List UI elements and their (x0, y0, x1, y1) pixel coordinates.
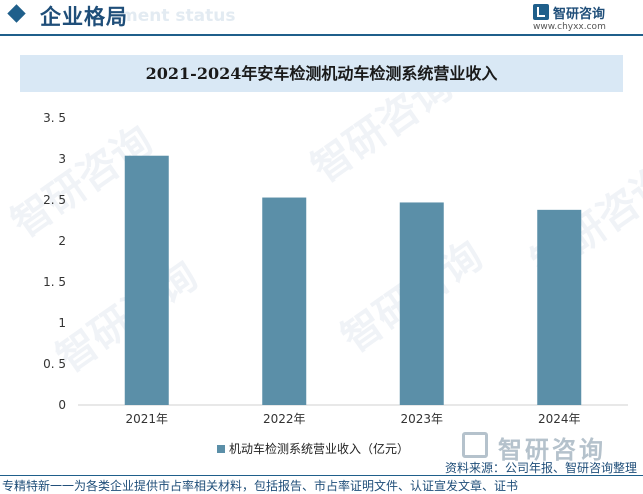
chart-title: 2021-2024年安车检测机动车检测系统营业收入 (145, 64, 498, 83)
y-tick-label: 0. 5 (43, 357, 66, 371)
legend-swatch (217, 444, 225, 453)
chart-title-bar: 2021-2024年安车检测机动车检测系统营业收入 (20, 55, 623, 92)
y-tick-label: 1. 5 (43, 275, 66, 289)
header-divider (0, 34, 643, 36)
brand-url[interactable]: www.chyxx.com (533, 22, 606, 32)
brand-watermark-icon (462, 432, 488, 458)
header-ghost-text: ment status (120, 6, 236, 26)
x-tick-label: 2023年 (400, 412, 443, 426)
y-tick-label: 2. 5 (43, 193, 66, 207)
source-note: 资料来源：公司年报、智研咨询整理 (444, 461, 637, 475)
bar-chart: 0 0. 5 1 1. 5 2 2. 5 3 3. 5 2021年 2022年 2023年 2024年 (43, 111, 628, 426)
footer-text: 专精特新一一为各类企业提供市占率相关材料，包括报告、市占率证明文件、认证宣发文章… (2, 479, 519, 493)
page-title: 企业格局 (40, 5, 128, 29)
brand-logo[interactable]: 智研咨询 www.chyxx.com (533, 3, 633, 33)
chart-legend: 机动车检测系统营业收入（亿元） (217, 438, 409, 457)
footer-divider (0, 475, 643, 476)
brand-name: 智研咨询 (553, 7, 606, 22)
legend-label: 机动车检测系统营业收入（亿元） (229, 442, 410, 456)
bar-2024年[interactable] (537, 209, 582, 405)
x-tick-label: 2024年 (538, 412, 581, 426)
bar-2023年[interactable] (399, 202, 444, 405)
page-header: ment status 企业格局 智研咨询 www.chyxx.com (0, 0, 643, 36)
y-tick-label: 3 (58, 152, 66, 166)
y-tick-label: 2 (58, 234, 66, 248)
diamond-icon (7, 4, 26, 23)
x-tick-label: 2021年 (125, 412, 168, 426)
bottom-brand-name: 智研咨询 (498, 436, 606, 464)
bar-2021年[interactable] (124, 155, 169, 405)
bar-2022年[interactable] (262, 197, 307, 405)
y-tick-label: 1 (58, 316, 66, 330)
brand-icon (533, 4, 549, 20)
bottom-brand-logo: 智研咨询 (462, 430, 637, 464)
x-tick-label: 2022年 (263, 412, 306, 426)
y-tick-label: 0 (58, 398, 66, 412)
y-tick-label: 3. 5 (43, 111, 66, 125)
